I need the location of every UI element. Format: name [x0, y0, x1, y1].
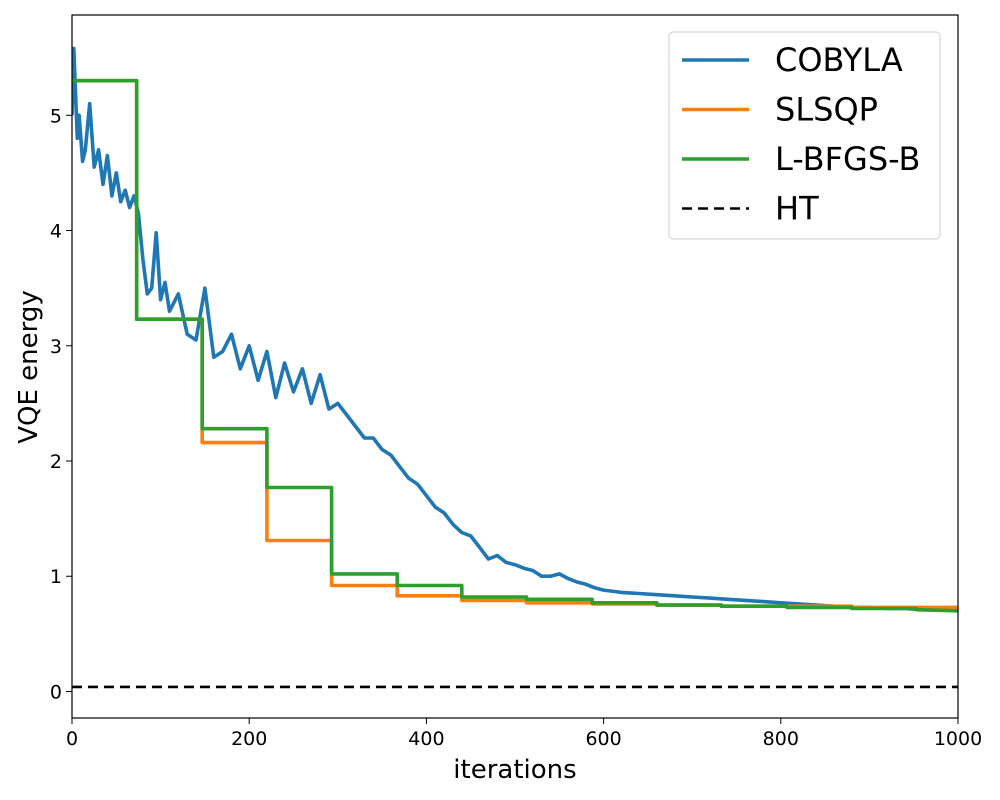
- legend-label-ht: HT: [775, 190, 819, 228]
- plot-frame: [71, 14, 959, 719]
- y-tick-label: 5: [50, 105, 62, 127]
- legend-label-cobyla: COBYLA: [775, 41, 903, 79]
- x-tick-label: 1000: [934, 728, 982, 750]
- y-tick-label: 3: [50, 336, 62, 358]
- y-tick-label: 2: [50, 451, 62, 473]
- y-tick-label: 4: [50, 221, 62, 243]
- legend: COBYLA SLSQP L-BFGS-B HT: [668, 31, 941, 240]
- y-axis-label: VQE energy: [14, 290, 44, 444]
- legend-box: [668, 31, 941, 240]
- legend-label-slsqp: SLSQP: [775, 91, 878, 129]
- series-line-l-bfgs-b: [72, 78, 958, 613]
- series-layer: [72, 46, 958, 689]
- y-tick-label: 1: [50, 566, 62, 588]
- y-axis: 0 1 2 3 4 5: [50, 105, 72, 703]
- series-line-cobyla: [72, 46, 958, 613]
- x-tick-label: 0: [66, 728, 78, 750]
- x-tick-label: 600: [585, 728, 621, 750]
- x-tick-label: 800: [763, 728, 799, 750]
- legend-label-l-bfgs-b: L-BFGS-B: [775, 140, 921, 178]
- x-tick-label: 400: [408, 728, 444, 750]
- y-tick-label: 0: [50, 681, 62, 703]
- x-tick-label: 200: [231, 728, 267, 750]
- x-axis: 0 200 400 600 800 1000: [66, 718, 982, 750]
- x-axis-label: iterations: [453, 755, 576, 785]
